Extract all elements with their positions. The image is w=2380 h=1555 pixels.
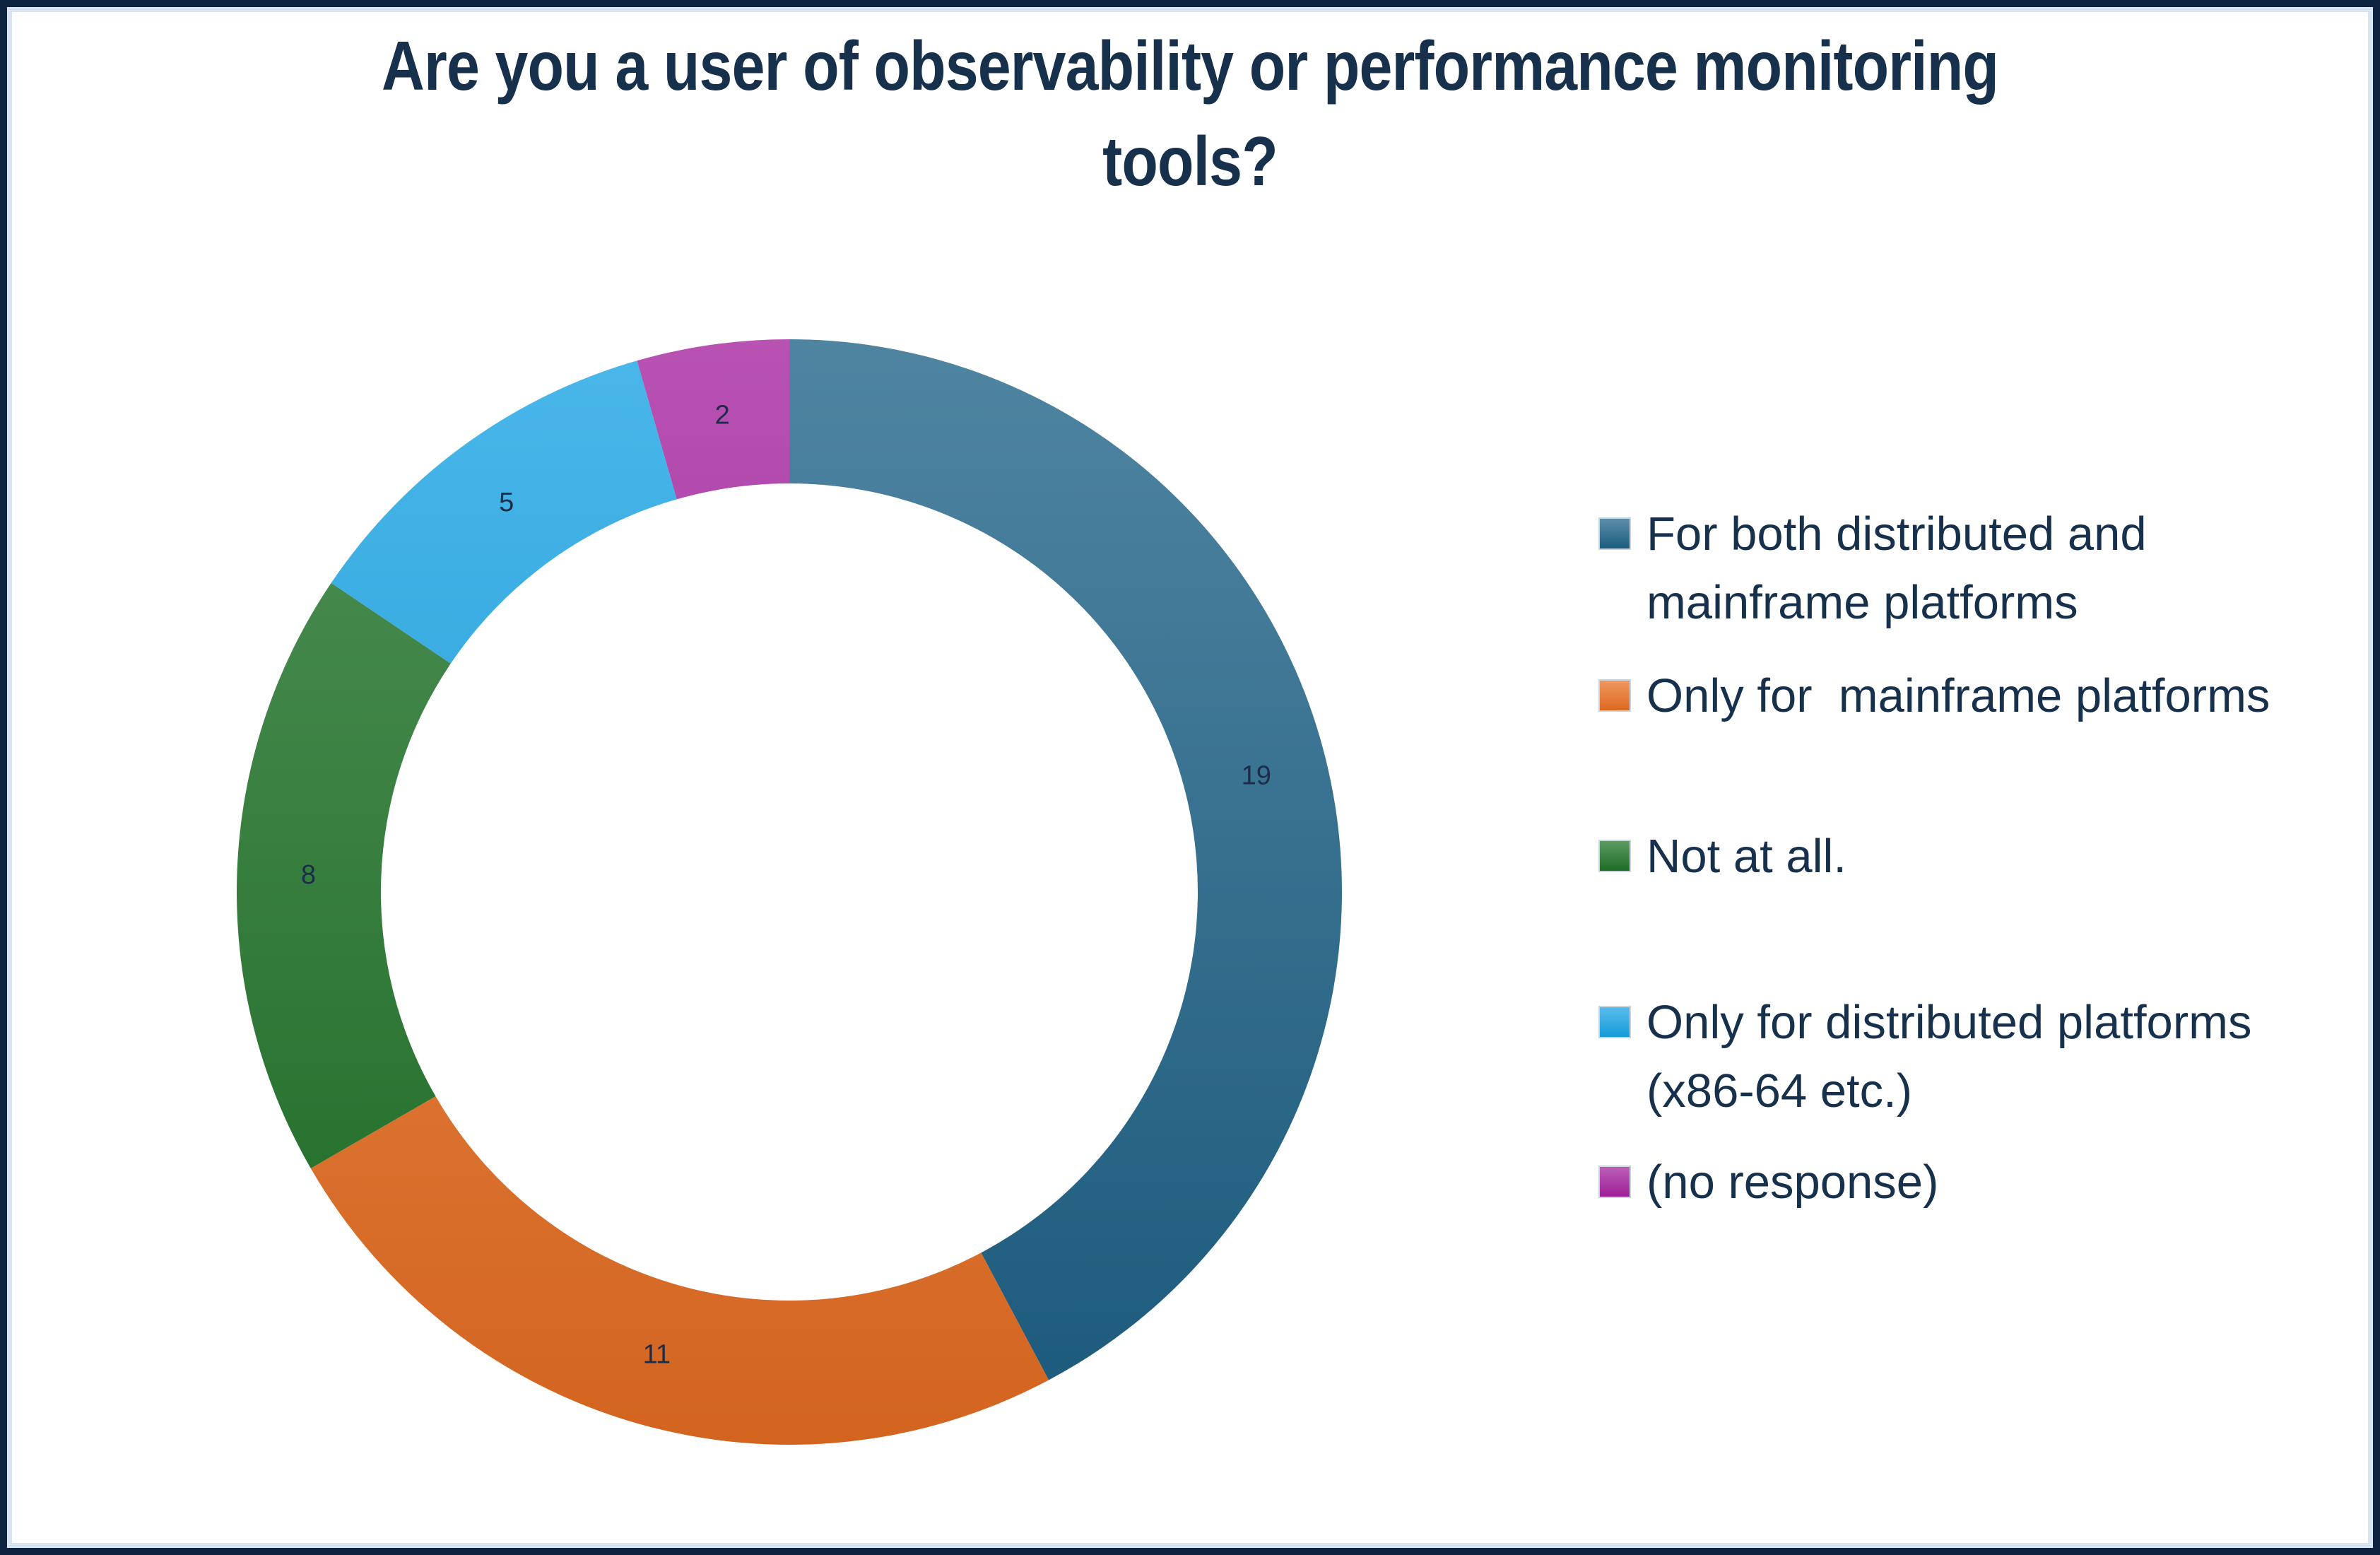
slice-value-label-3: 5 bbox=[499, 488, 514, 517]
chart-title-line-1: Are you a user of observability or perfo… bbox=[382, 27, 1999, 105]
donut-slice-1 bbox=[310, 1096, 1049, 1445]
legend-swatch-1 bbox=[1598, 679, 1631, 712]
legend-item-3: Only for distributed platforms (x86-64 e… bbox=[1598, 988, 2362, 1125]
donut-slice-0 bbox=[789, 339, 1343, 1380]
page-frame-inner-line bbox=[7, 7, 2373, 1548]
legend-label-2: Not at all. bbox=[1646, 830, 1847, 883]
donut-slice-2 bbox=[236, 582, 451, 1169]
legend-label-4: (no response) bbox=[1646, 1156, 1939, 1209]
legend-swatch-3 bbox=[1598, 1006, 1631, 1038]
slice-value-label-1: 11 bbox=[643, 1340, 671, 1370]
legend-label-0: For both distributed and mainframe platf… bbox=[1646, 507, 2160, 629]
legend-item-4: (no response) bbox=[1598, 1148, 1938, 1216]
legend-item-0: For both distributed and mainframe platf… bbox=[1598, 500, 2362, 637]
legend-swatch-0 bbox=[1598, 517, 1631, 550]
donut-chart: 19 11 8 5 2 bbox=[236, 339, 1343, 1445]
donut-slice-3 bbox=[331, 360, 677, 664]
legend: For both distributed and mainframe platf… bbox=[1598, 0, 2362, 1555]
chart-title: Are you a user of observability or perfo… bbox=[167, 18, 2213, 209]
slice-value-label-4: 2 bbox=[715, 401, 730, 430]
legend-swatch-4 bbox=[1598, 1166, 1631, 1198]
legend-swatch-2 bbox=[1598, 840, 1631, 872]
slice-value-label-0: 19 bbox=[1242, 761, 1271, 790]
legend-label-1: Only for mainframe platforms bbox=[1646, 669, 2270, 722]
legend-label-3: Only for distributed platforms (x86-64 e… bbox=[1646, 996, 2266, 1117]
slice-value-label-2: 8 bbox=[301, 860, 316, 890]
legend-item-2: Not at all. bbox=[1598, 822, 1846, 891]
donut-slice-4 bbox=[637, 339, 789, 500]
chart-title-line-2: tools? bbox=[1102, 122, 1278, 200]
legend-item-1: Only for mainframe platforms bbox=[1598, 662, 2270, 730]
